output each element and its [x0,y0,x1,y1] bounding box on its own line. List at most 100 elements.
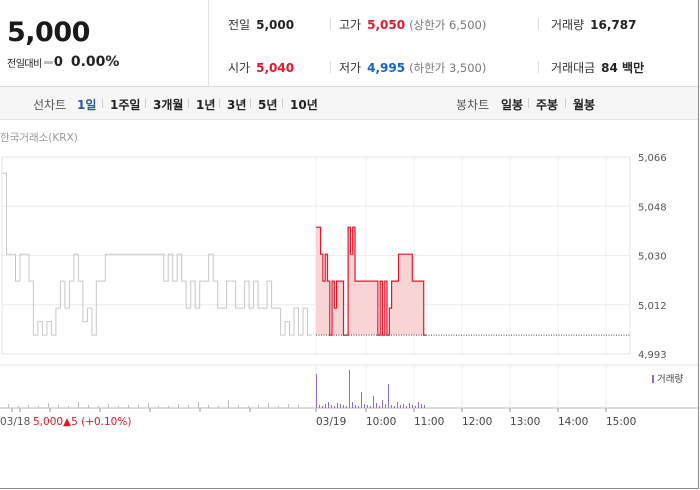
volume-bar [248,406,249,408]
volume-bar [403,404,404,408]
volume-bar [278,406,279,408]
volume-bar [397,402,398,408]
high-value: 5,050 [367,18,406,32]
prev-day-change: ▲5 (+0.10%) [63,416,131,428]
x-tick-label: 15:00 [606,416,636,428]
volume-bar [322,406,323,408]
volume-stat: 거래량 16,787 [551,16,636,33]
volume-bar [379,406,380,408]
divider [250,98,251,108]
chart-toolbar: 선차트 1일 1주일 3개월 1년 3년 5년 10년 봉차트 일봉 주봉 월봉 [0,87,698,120]
volume-bar [343,405,344,408]
source-label: 한국거래소(KRX) [0,132,78,144]
volume-bar [58,405,59,408]
volume-bar [198,402,199,408]
period-5y[interactable]: 5년 [258,98,278,112]
volume-bar [334,406,335,408]
volume-bar [288,404,289,408]
low-value: 4,995 [367,61,406,75]
volume-bar [415,406,416,408]
volume-bar [349,370,350,408]
trade-value-value: 84 백만 [601,61,645,75]
volume-bar [391,405,392,408]
volume-bar [400,405,401,408]
volume-bar [18,406,19,408]
volume-bar [238,405,239,408]
volume-bar [168,406,169,408]
volume-value: 16,787 [590,18,637,32]
volume-bar [208,405,209,408]
divider [219,98,220,108]
period-1w[interactable]: 1주일 [110,98,141,112]
volume-bar [88,405,89,408]
prev-day-info: 03/18 5,000 ▲5 (+0.10%) [0,416,131,428]
volume-bar [382,400,383,408]
x-tick-label: 03/19 [316,416,346,428]
prev-close-label: 전일 [228,18,251,32]
volume-bar [388,384,389,408]
volume-bar [346,406,347,408]
volume-bar [367,405,368,408]
volume-bar [188,405,189,408]
price-chart: 한국거래소(KRX) 5,066 5,048 5,030 5,012 4,993 03/… [0,120,698,488]
volume-label: 거래량 [551,18,585,32]
chart-canvas: 한국거래소(KRX) 5,066 5,048 5,030 5,012 4,993 03/… [0,132,698,428]
volume-bar [38,406,39,408]
open-value: 5,040 [256,61,295,75]
volume-bar [409,403,410,408]
volume-bar [8,404,9,408]
volume-bar [78,402,79,408]
volume-bar [108,404,109,408]
prev-day-date: 03/18 [0,416,30,428]
volume-bar [319,405,320,408]
candle-monthly[interactable]: 월봉 [573,98,596,112]
volume-bar [128,405,129,408]
period-3y[interactable]: 3년 [227,98,247,112]
volume-bar [28,405,29,408]
volume-bar [218,406,219,408]
divider [330,18,331,30]
divider [528,98,529,108]
open-stat: 시가 5,040 [228,59,294,76]
volume-bar [421,404,422,408]
price-summary: 5,000 전일대비 0 0.00% 전일 5,000 고가 5,050 (상한가 6… [0,0,698,86]
divider [330,61,331,73]
volume-bar [148,403,149,408]
change-percent: 0.00% [70,54,120,70]
volume-bar [268,403,269,408]
y-tick-label: 5,012 [638,301,667,312]
volume-bar [394,406,395,408]
volume-bar [337,403,338,408]
period-3m[interactable]: 3개월 [153,98,184,112]
volume-bar [158,406,159,408]
candle-daily[interactable]: 일봉 [501,98,524,112]
x-tick-label: 12:00 [462,416,492,428]
divider [538,61,539,73]
period-10y[interactable]: 10년 [290,98,318,112]
prev-day-line [2,172,312,336]
current-price: 5,000 [7,17,90,48]
candle-weekly[interactable]: 주봉 [536,98,559,112]
y-tick-label: 4,993 [638,350,667,361]
trade-value-label: 거래대금 [551,61,596,75]
volume-bar [325,404,326,408]
volume-bar [406,406,407,408]
divider [538,18,539,30]
x-tick-label: 10:00 [366,416,396,428]
y-tick-label: 5,048 [638,202,667,213]
x-tick-label: 11:00 [414,416,444,428]
volume-bar [370,406,371,408]
prev-close-stat: 전일 5,000 [228,16,294,33]
divider [188,98,189,108]
volume-legend-swatch [652,375,654,383]
volume-bar [138,405,139,408]
volume-bar [258,405,259,408]
low-label: 저가 [339,61,362,75]
period-1d[interactable]: 1일 [77,98,97,112]
prev-day-price: 5,000 [33,416,63,428]
volume-bar [355,405,356,408]
volume-bar [68,406,69,408]
divider [102,98,103,108]
change-row: 전일대비 0 0.00% [7,54,119,70]
period-1y[interactable]: 1년 [196,98,216,112]
